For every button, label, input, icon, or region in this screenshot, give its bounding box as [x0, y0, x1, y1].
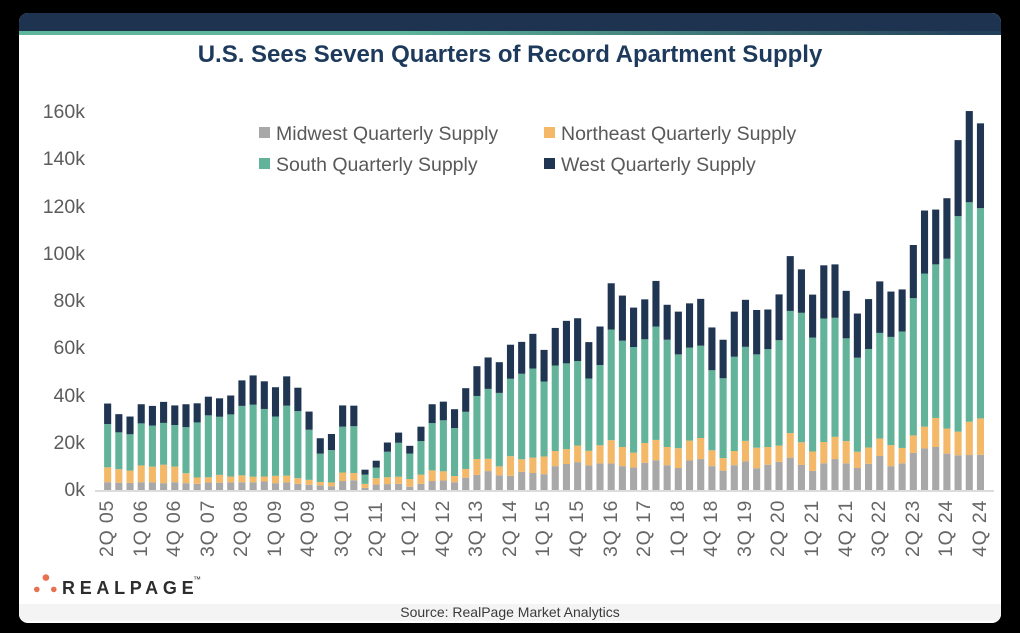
svg-text:™: ™: [193, 575, 201, 584]
svg-text:REALPAGE: REALPAGE: [62, 578, 198, 598]
